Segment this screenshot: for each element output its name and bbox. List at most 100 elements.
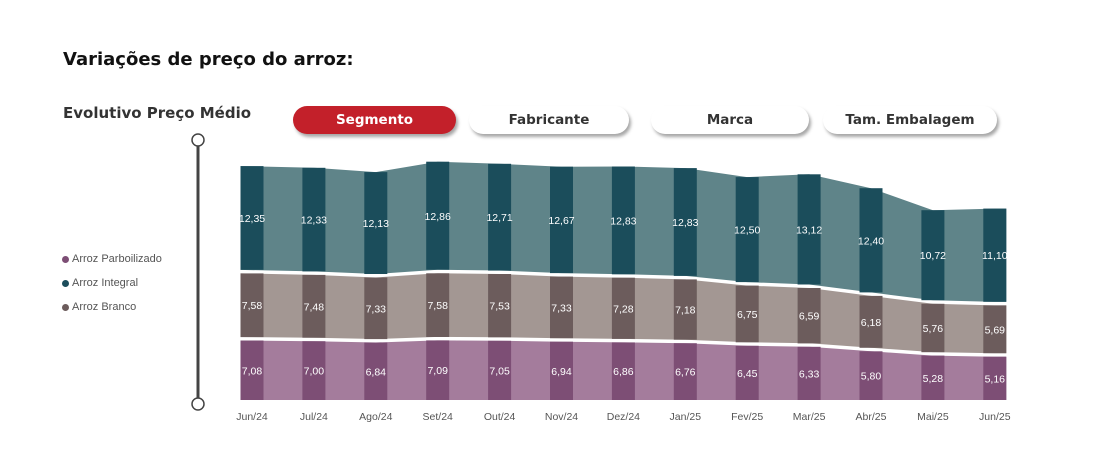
data-label: 5,76 — [923, 323, 944, 335]
bar-arroz-branco[interactable] — [240, 273, 264, 338]
bar-arroz-parboilizado[interactable] — [364, 342, 388, 401]
segmento-button[interactable]: Segmento — [293, 106, 456, 134]
bar-arroz-branco[interactable] — [983, 305, 1007, 354]
data-label: 7,33 — [551, 302, 572, 314]
x-tick-label: Jul/24 — [300, 411, 328, 423]
tam-embalagem-button[interactable]: Tam. Embalagem — [823, 106, 997, 134]
bar-arroz-parboilizado[interactable] — [859, 351, 883, 400]
x-tick-label: Set/24 — [423, 411, 454, 423]
x-tick-label: Jan/25 — [670, 411, 702, 423]
data-label: 10,72 — [920, 250, 946, 262]
chart-title: Evolutivo Preço Médio — [63, 104, 252, 122]
bar-arroz-branco[interactable] — [673, 279, 697, 340]
bar-arroz-integral[interactable] — [488, 163, 512, 271]
bar-arroz-parboilizado[interactable] — [983, 356, 1007, 400]
fabricante-button[interactable]: Fabricante — [469, 106, 629, 134]
legend-swatch — [62, 255, 69, 263]
bar-arroz-branco[interactable] — [611, 277, 635, 339]
bar-arroz-parboilizado[interactable] — [797, 346, 821, 400]
x-tick-label: Dez/24 — [607, 411, 640, 423]
bar-arroz-integral[interactable] — [983, 208, 1007, 302]
data-label: 12,40 — [858, 235, 884, 247]
x-tick-label: Abr/25 — [856, 411, 887, 423]
x-tick-label: Nov/24 — [545, 411, 578, 423]
bar-arroz-parboilizado[interactable] — [302, 341, 326, 400]
data-label: 13,12 — [796, 224, 822, 236]
data-label: 11,10 — [982, 250, 1008, 262]
data-label: 5,69 — [985, 324, 1006, 336]
data-label: 6,94 — [551, 366, 572, 378]
data-label: 7,58 — [427, 300, 448, 312]
bar-arroz-integral[interactable] — [797, 174, 821, 285]
bar-arroz-branco[interactable] — [426, 273, 450, 337]
data-label: 7,05 — [489, 365, 510, 377]
bar-arroz-integral[interactable] — [364, 172, 388, 274]
data-label: 12,35 — [239, 213, 265, 225]
bar-arroz-integral[interactable] — [921, 210, 945, 301]
bar-arroz-branco[interactable] — [488, 274, 512, 338]
x-tick-label: Ago/24 — [359, 411, 392, 423]
bar-arroz-integral[interactable] — [426, 161, 450, 270]
data-label: 6,45 — [737, 368, 758, 380]
bar-arroz-parboilizado[interactable] — [550, 341, 573, 400]
legend-swatch — [62, 303, 69, 311]
bar-arroz-branco[interactable] — [550, 276, 573, 339]
bar-arroz-parboilizado[interactable] — [240, 340, 264, 401]
data-label: 6,75 — [737, 309, 758, 321]
bar-arroz-parboilizado[interactable] — [611, 342, 635, 400]
x-tick-label: Fev/25 — [731, 411, 763, 423]
data-label: 12,50 — [734, 225, 760, 237]
data-label: 5,16 — [985, 373, 1006, 385]
data-label: 12,67 — [548, 215, 574, 227]
data-label: 12,83 — [672, 217, 698, 229]
data-label: 6,18 — [861, 317, 882, 329]
bar-arroz-integral[interactable] — [240, 166, 264, 270]
data-label: 6,59 — [799, 311, 820, 323]
data-label: 6,33 — [799, 368, 820, 380]
bar-arroz-integral[interactable] — [735, 177, 759, 283]
bar-arroz-branco[interactable] — [364, 277, 388, 340]
legend-label: Arroz Integral — [72, 277, 139, 289]
legend-item-integral[interactable]: Arroz Integral — [62, 271, 162, 295]
legend-swatch — [62, 279, 69, 287]
legend-item-parboilizado[interactable]: Arroz Parboilizado — [62, 247, 162, 271]
data-label: 7,48 — [304, 301, 325, 313]
bar-arroz-integral[interactable] — [859, 188, 883, 293]
x-tick-label: Mai/25 — [917, 411, 949, 423]
data-label: 7,00 — [304, 366, 325, 378]
bar-arroz-integral[interactable] — [302, 167, 326, 272]
bar-arroz-parboilizado[interactable] — [488, 340, 512, 400]
bar-arroz-integral[interactable] — [550, 166, 573, 274]
bar-arroz-branco[interactable] — [921, 303, 945, 353]
bar-arroz-parboilizado[interactable] — [426, 340, 450, 400]
range-slider-top-handle[interactable] — [191, 133, 205, 147]
data-label: 6,76 — [675, 367, 696, 379]
data-label: 7,18 — [675, 305, 696, 317]
x-tick-label: Jun/25 — [979, 411, 1011, 423]
data-label: 12,33 — [301, 215, 327, 227]
bar-arroz-parboilizado[interactable] — [673, 343, 697, 400]
bar-arroz-parboilizado[interactable] — [921, 355, 945, 400]
x-tick-label: Out/24 — [484, 411, 516, 423]
bar-arroz-branco[interactable] — [797, 288, 821, 344]
data-label: 7,53 — [489, 301, 510, 313]
range-slider-bottom-handle[interactable] — [191, 397, 205, 411]
data-label: 7,28 — [613, 303, 634, 315]
data-label: 5,80 — [861, 371, 882, 383]
legend-label: Arroz Parboilizado — [72, 253, 162, 265]
data-label: 12,86 — [425, 211, 451, 223]
legend-label: Arroz Branco — [72, 301, 137, 313]
data-label: 7,08 — [242, 365, 263, 377]
data-label: 5,28 — [923, 373, 944, 385]
legend-item-branco[interactable]: Arroz Branco — [62, 295, 162, 319]
bar-arroz-branco[interactable] — [735, 285, 759, 343]
bar-arroz-integral[interactable] — [673, 168, 697, 276]
bar-arroz-integral[interactable] — [611, 166, 635, 275]
bar-arroz-branco[interactable] — [302, 274, 326, 338]
x-tick-label: Jun/24 — [236, 411, 268, 423]
marca-button[interactable]: Marca — [651, 106, 809, 134]
bar-arroz-branco[interactable] — [859, 295, 883, 348]
bar-arroz-parboilizado[interactable] — [735, 345, 759, 400]
data-label: 12,83 — [610, 215, 636, 227]
